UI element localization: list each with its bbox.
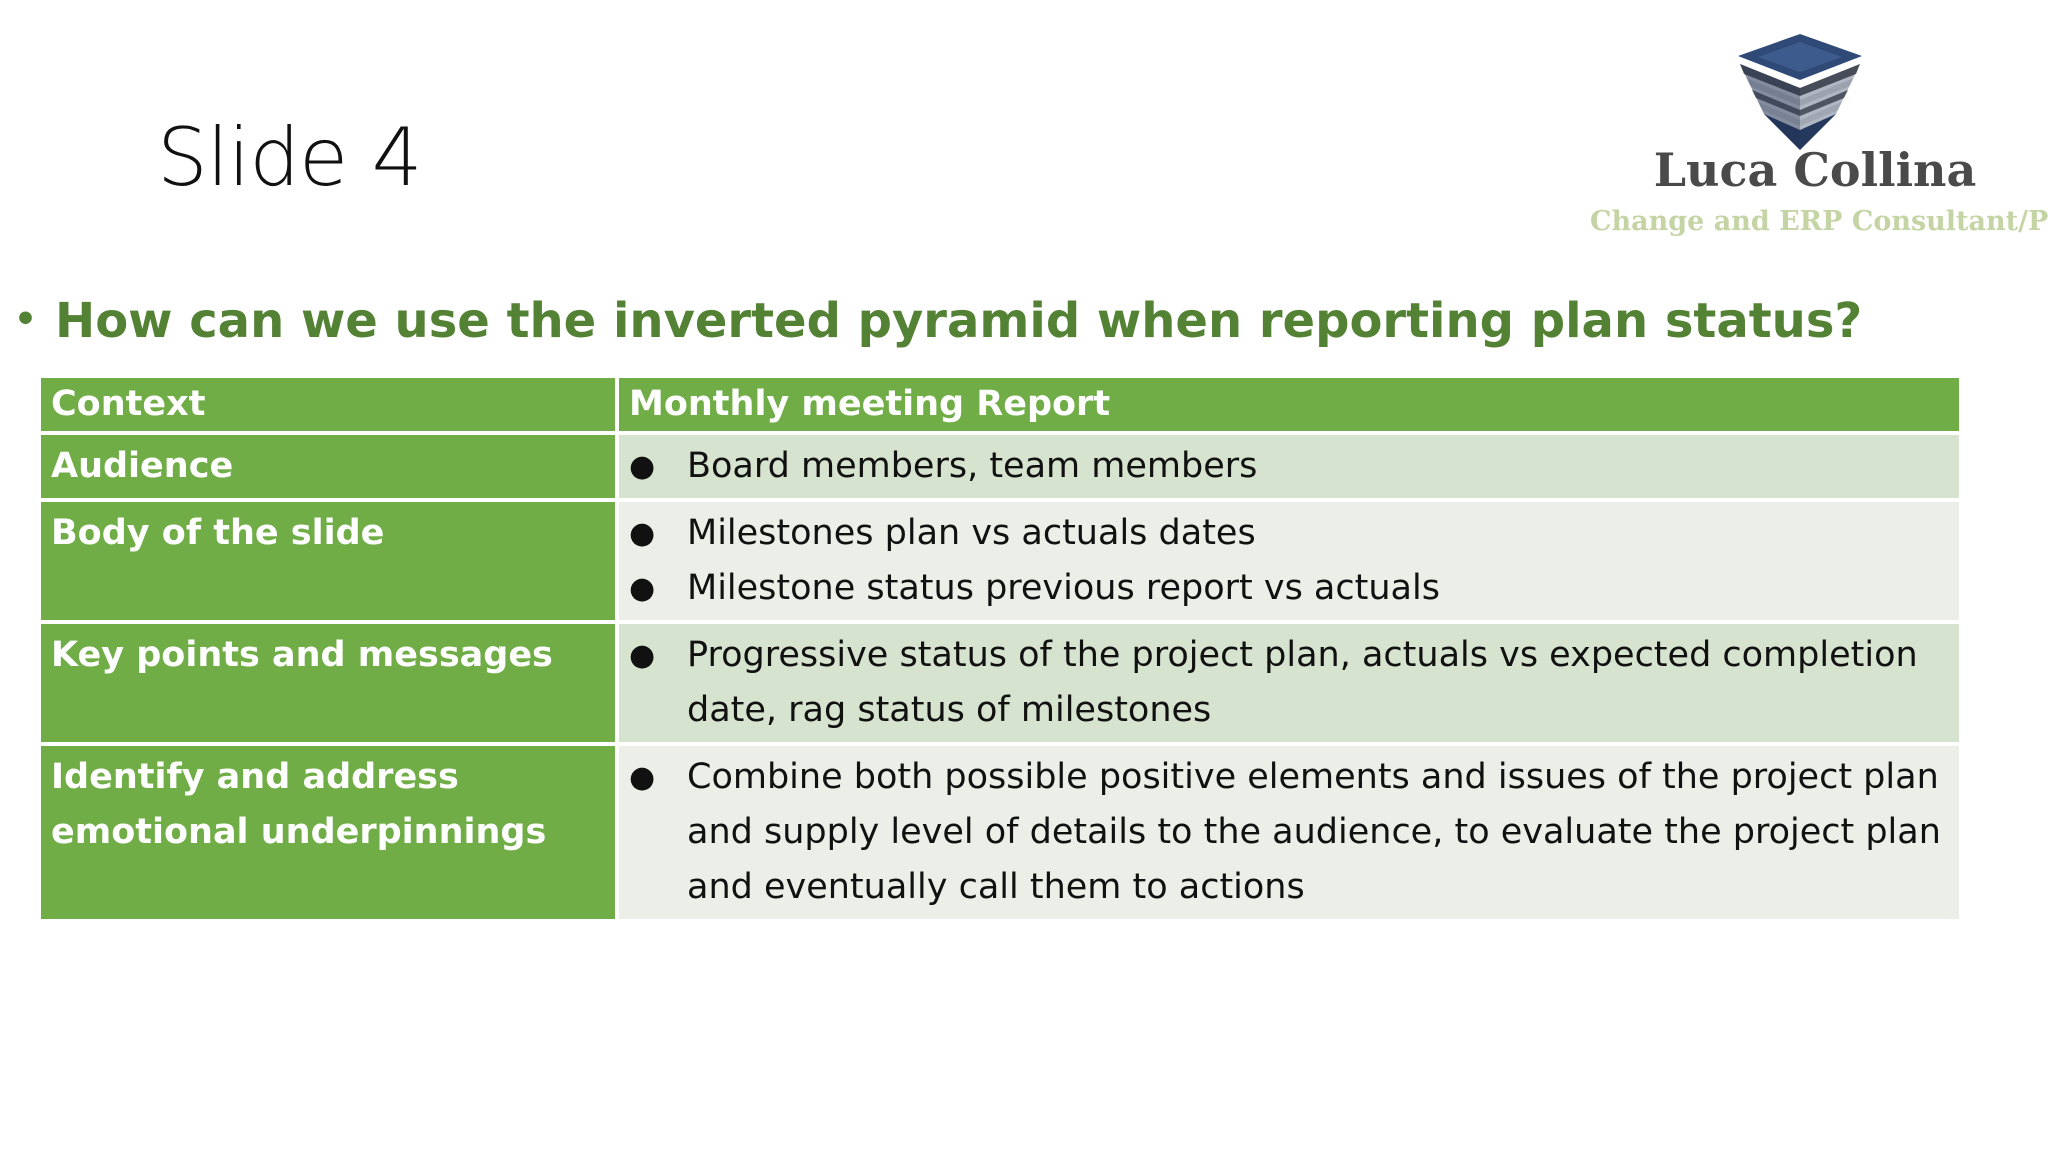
bullet-icon: ● (629, 516, 656, 551)
list-item: ● Milestone status previous report vs ac… (629, 561, 1949, 616)
list-item: ● Combine both possible positive element… (629, 750, 1949, 915)
row-label: Key points and messages (37, 620, 619, 746)
list-item-text: Milestones plan vs actuals dates (687, 513, 1256, 553)
question-heading: • How can we use the inverted pyramid wh… (14, 293, 1862, 349)
bullet-icon: ● (629, 449, 656, 484)
logo-name: Luca Collina (1653, 143, 1977, 197)
row-content: ● Milestones plan vs actuals dates ● Mil… (615, 498, 1963, 624)
bullet-icon: • (14, 298, 38, 340)
list-item-text: Combine both possible positive elements … (687, 757, 1941, 907)
row-content: ● Combine both possible positive element… (615, 742, 1963, 923)
table-row: Identify and address emotional underpinn… (37, 742, 1963, 923)
list-item-text: Milestone status previous report vs actu… (687, 568, 1440, 608)
list-item-text: Progressive status of the project plan, … (687, 635, 1918, 730)
row-content: ● Board members, team members (615, 431, 1963, 502)
list-item: ● Board members, team members (629, 439, 1949, 494)
question-text: How can we use the inverted pyramid when… (55, 293, 1863, 349)
list-item: ● Milestones plan vs actuals dates (629, 506, 1949, 561)
row-label: Audience (37, 431, 619, 502)
slide-title: Slide 4 (157, 111, 423, 204)
report-table: Context Monthly meeting Report Audience … (37, 374, 1963, 923)
logo: Luca Collina Change and ERP Consultant/P… (1590, 28, 2048, 248)
list-item: ● Progressive status of the project plan… (629, 628, 1949, 738)
header-label-cell: Context (37, 374, 619, 435)
header-value-cell: Monthly meeting Report (615, 374, 1963, 435)
row-label: Identify and address emotional underpinn… (37, 742, 619, 923)
table-row: Audience ● Board members, team members (37, 431, 1963, 502)
logo-tagline: Change and ERP Consultant/PM (1590, 206, 2048, 237)
bullet-icon: ● (629, 571, 656, 606)
table-row: Key points and messages ● Progressive st… (37, 620, 1963, 746)
row-label: Body of the slide (37, 498, 619, 624)
stacked-pyramid-logo-icon (1738, 34, 1862, 150)
row-content: ● Progressive status of the project plan… (615, 620, 1963, 746)
list-item-text: Board members, team members (687, 446, 1258, 486)
table-header-row: Context Monthly meeting Report (37, 374, 1963, 435)
bullet-icon: ● (629, 760, 656, 795)
bullet-icon: ● (629, 638, 656, 673)
table-row: Body of the slide ● Milestones plan vs a… (37, 498, 1963, 624)
